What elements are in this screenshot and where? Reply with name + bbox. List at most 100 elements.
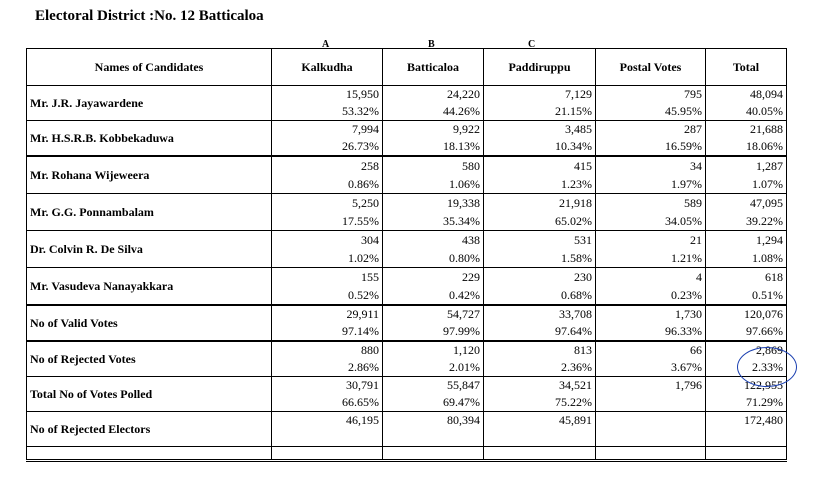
cell-percent: 97.99% xyxy=(443,324,480,338)
table-cell: 33,708 97.64% xyxy=(483,304,596,342)
cell-count: 15,950 xyxy=(346,87,379,101)
column-letter-a: A xyxy=(322,39,330,50)
blank-cell xyxy=(271,446,383,462)
row-label: No of Rejected Votes xyxy=(26,340,272,377)
table-cell: 46,195 xyxy=(271,411,383,447)
cell-count: 29,911 xyxy=(346,307,379,321)
cell-count: 580 xyxy=(462,159,480,173)
cell-count: 3,485 xyxy=(565,122,592,136)
table-row: Dr. Colvin R. De Silva 304 1.02% 438 0.80% 53… xyxy=(26,230,787,268)
results-body: Mr. J.R. Jayawardene 15,950 53.32% 24,220 44… xyxy=(26,85,787,462)
cell-percent: 1.21% xyxy=(671,251,702,265)
table-row: Mr. Vasudeva Nanayakkara 155 0.52% 229 0.42%… xyxy=(26,267,787,306)
table-cell: 880 2.86% xyxy=(271,340,383,377)
cell-percent: 34.05% xyxy=(665,214,702,228)
cell-percent: 0.51% xyxy=(752,288,783,302)
table-cell: 48,094 40.05% xyxy=(705,85,787,121)
cell-count: 618 xyxy=(765,270,783,284)
cell-count: 795 xyxy=(684,87,702,101)
cell-count: 1,287 xyxy=(756,159,783,173)
row-label: Mr. J.R. Jayawardene xyxy=(26,85,272,121)
table-row: Mr. J.R. Jayawardene 15,950 53.32% 24,220 44… xyxy=(26,85,787,121)
table-cell: 287 16.59% xyxy=(595,120,706,157)
page-title: Electoral District :No. 12 Batticaloa xyxy=(35,8,264,24)
cell-percent: 97.64% xyxy=(555,324,592,338)
cell-percent: 97.66% xyxy=(746,324,783,338)
cell-percent: 69.47% xyxy=(443,395,480,409)
table-cell: 795 45.95% xyxy=(595,85,706,121)
table-cell: 21 1.21% xyxy=(595,230,706,268)
cell-percent: 66.65% xyxy=(342,395,379,409)
cell-percent: 0.68% xyxy=(561,288,592,302)
table-cell: 531 1.58% xyxy=(483,230,596,268)
header-names: Names of Candidates xyxy=(26,48,272,86)
row-label: No of Rejected Electors xyxy=(26,411,272,447)
highlight-circle xyxy=(737,347,797,387)
cell-count: 34 xyxy=(690,159,702,173)
cell-count: 7,994 xyxy=(352,122,379,136)
cell-count: 66 xyxy=(690,343,702,357)
cell-count: 4 xyxy=(696,270,702,284)
cell-percent: 96.33% xyxy=(665,324,702,338)
cell-percent: 1.97% xyxy=(671,177,702,191)
table-cell: 9,922 18.13% xyxy=(382,120,484,157)
cell-count: 30,791 xyxy=(346,378,379,392)
cell-count: 21,918 xyxy=(559,196,592,210)
table-cell: 1,294 1.08% xyxy=(705,230,787,268)
cell-percent: 1.02% xyxy=(348,251,379,265)
cell-count: 1,294 xyxy=(756,233,783,247)
cell-percent: 26.73% xyxy=(342,139,379,153)
cell-percent xyxy=(599,429,702,446)
cell-count: 230 xyxy=(574,270,592,284)
cell-percent xyxy=(386,429,480,446)
cell-count: 21,688 xyxy=(750,122,783,136)
table-cell: 4 0.23% xyxy=(595,267,706,306)
table-cell: 120,076 97.66% xyxy=(705,304,787,342)
cell-percent: 65.02% xyxy=(555,214,592,228)
table-cell: 15,950 53.32% xyxy=(271,85,383,121)
table-cell: 7,994 26.73% xyxy=(271,120,383,157)
table-cell: 589 34.05% xyxy=(595,193,706,231)
table-cell: 34,521 75.22% xyxy=(483,376,596,412)
column-letter-b: B xyxy=(428,39,435,50)
header-paddiruppu: Paddiruppu xyxy=(483,48,596,86)
cell-percent: 0.80% xyxy=(449,251,480,265)
cell-count: 47,095 xyxy=(750,196,783,210)
cell-count: 415 xyxy=(574,159,592,173)
cell-percent xyxy=(599,394,702,411)
cell-count: 880 xyxy=(361,343,379,357)
cell-percent: 0.52% xyxy=(348,288,379,302)
cell-count xyxy=(599,412,702,429)
table-cell: 21,688 18.06% xyxy=(705,120,787,157)
table-cell: 304 1.02% xyxy=(271,230,383,268)
cell-count: 813 xyxy=(574,343,592,357)
cell-percent: 39.22% xyxy=(746,214,783,228)
cell-count: 1,796 xyxy=(675,378,702,392)
table-cell: 415 1.23% xyxy=(483,155,596,194)
table-cell: 1,287 1.07% xyxy=(705,155,787,194)
table-cell: 1,120 2.01% xyxy=(382,340,484,377)
cell-count: 19,338 xyxy=(447,196,480,210)
cell-count: 9,922 xyxy=(453,122,480,136)
cell-percent: 17.55% xyxy=(342,214,379,228)
cell-percent: 2.01% xyxy=(449,360,480,374)
cell-percent xyxy=(709,429,783,446)
blank-cell xyxy=(26,446,272,462)
cell-percent: 40.05% xyxy=(746,104,783,118)
table-cell: 45,891 xyxy=(483,411,596,447)
table-cell: 80,394 xyxy=(382,411,484,447)
cell-percent: 35.34% xyxy=(443,214,480,228)
header-kalkudha: Kalkudha xyxy=(271,48,383,86)
cell-count: 120,076 xyxy=(744,307,783,321)
results-table: Names of Candidates Kalkudha Batticaloa … xyxy=(26,48,787,462)
table-cell: 155 0.52% xyxy=(271,267,383,306)
table-cell: 55,847 69.47% xyxy=(382,376,484,412)
table-cell: 258 0.86% xyxy=(271,155,383,194)
header-postal-votes: Postal Votes xyxy=(595,48,706,86)
table-cell: 66 3.67% xyxy=(595,340,706,377)
cell-count: 229 xyxy=(462,270,480,284)
table-cell: 438 0.80% xyxy=(382,230,484,268)
table-cell: 21,918 65.02% xyxy=(483,193,596,231)
table-cell: 618 0.51% xyxy=(705,267,787,306)
cell-count: 48,094 xyxy=(750,87,783,101)
